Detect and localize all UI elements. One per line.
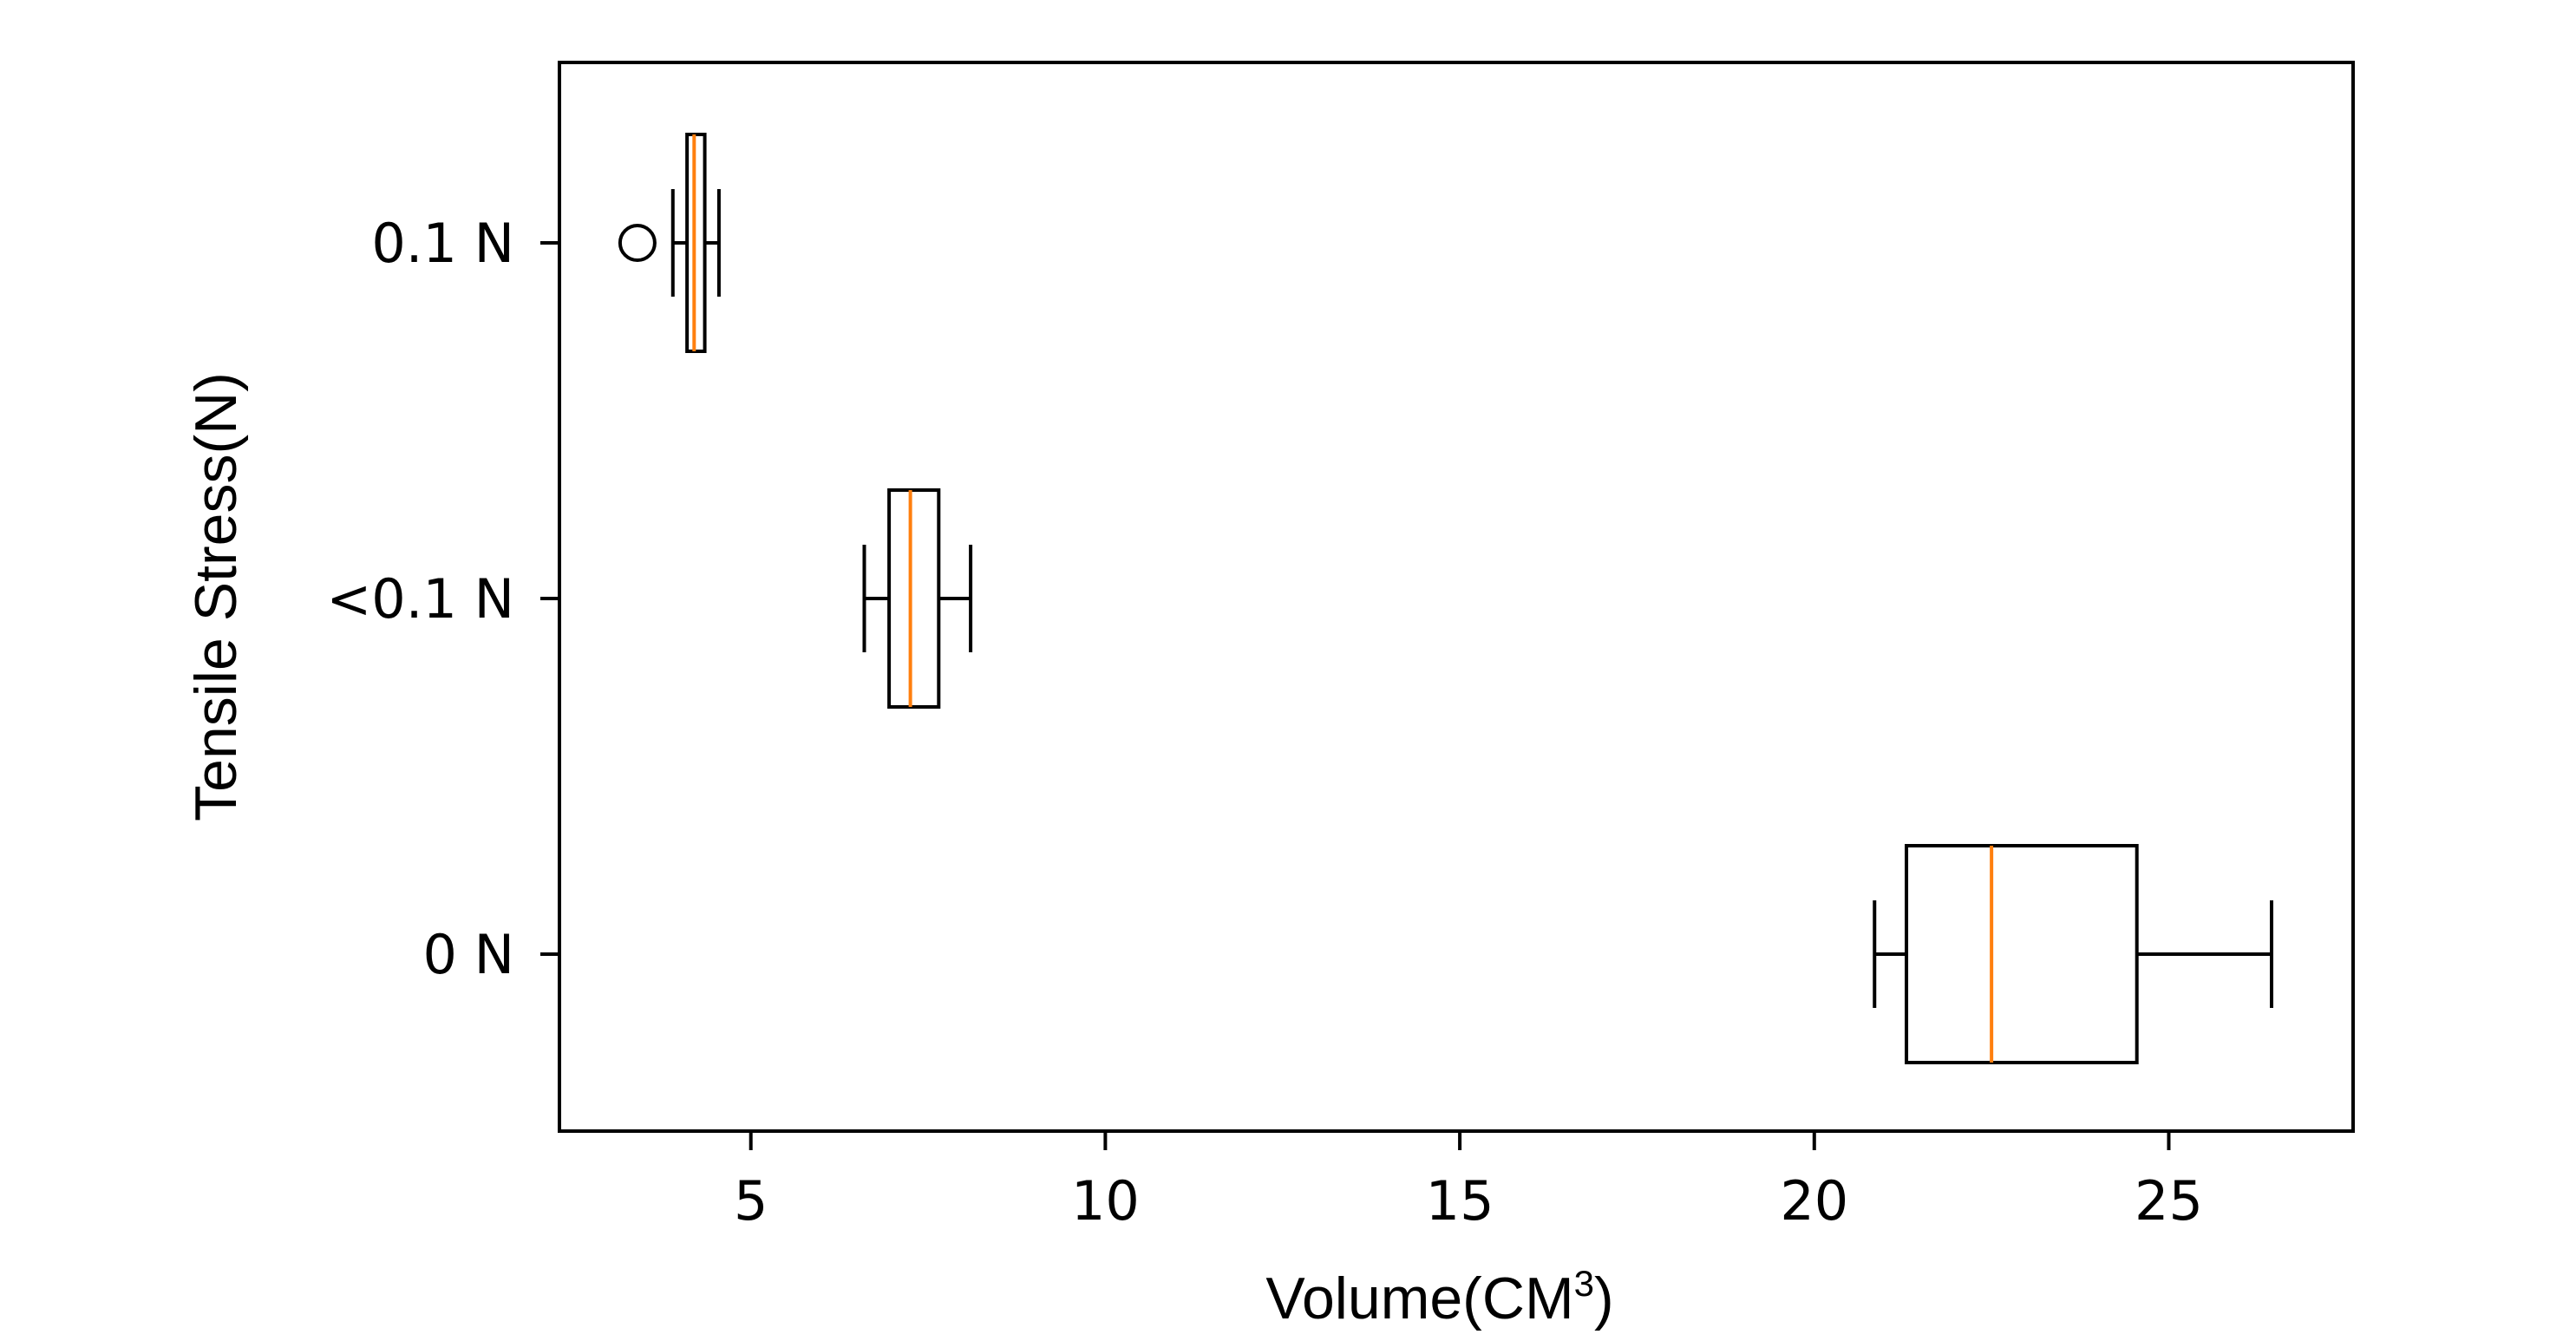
x-tick-label-2: 10 — [1071, 1169, 1140, 1233]
x-tick-label-4: 20 — [1780, 1169, 1848, 1233]
x-axis-title-text: Volume(CM — [1265, 1266, 1573, 1331]
box-1 — [685, 133, 707, 353]
x-axis-title: Volume(CM3) — [1265, 1263, 1613, 1331]
plot-area — [558, 61, 2355, 1133]
outlier-point-1-1 — [618, 224, 657, 262]
y-tick-label-3: 0 N — [422, 923, 514, 986]
y-tick-label-2: <0.1 N — [326, 567, 514, 631]
y-axis-title: Tensile Stress(N) — [183, 372, 249, 821]
x-tick-label-1: 5 — [734, 1169, 768, 1233]
x-tick-label-3: 15 — [1426, 1169, 1494, 1233]
x-tick-label-5: 25 — [2135, 1169, 2203, 1233]
box-3 — [1905, 844, 2139, 1064]
chart-marks — [618, 133, 2273, 1064]
chart-axes: 0.1 N <0.1 N 0 N 5 10 15 20 25 — [326, 212, 2203, 1233]
y-tick-label-1: 0.1 N — [371, 212, 514, 275]
x-axis-title-superscript: 3 — [1574, 1263, 1594, 1304]
x-axis-title-suffix: ) — [1594, 1266, 1614, 1331]
box-2 — [887, 488, 941, 709]
